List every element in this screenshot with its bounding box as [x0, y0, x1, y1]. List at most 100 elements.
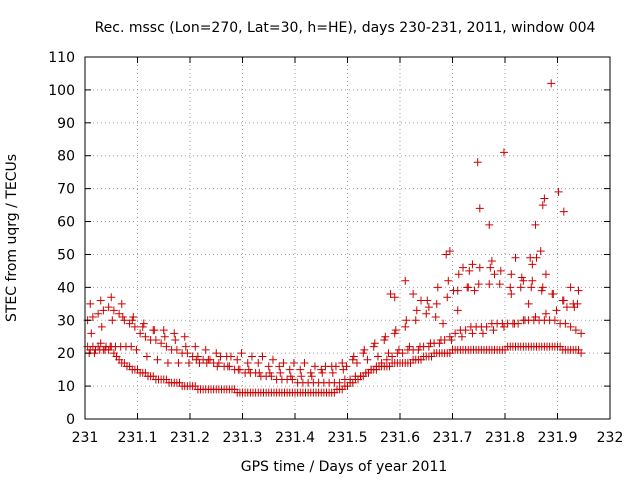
data-point — [474, 280, 483, 289]
data-point — [489, 326, 498, 335]
data-point — [141, 332, 150, 341]
data-point — [247, 352, 256, 361]
data-point — [254, 359, 263, 368]
data-point — [268, 355, 277, 364]
data-point — [352, 359, 361, 368]
y-tick-label: 110 — [48, 50, 75, 66]
data-point — [382, 355, 391, 364]
y-tick-label: 20 — [57, 346, 75, 362]
data-point — [470, 286, 479, 295]
data-point — [104, 303, 113, 312]
x-tick-label: 231.9 — [537, 430, 577, 446]
data-point — [108, 316, 117, 325]
data-point — [318, 368, 327, 377]
data-point — [172, 345, 181, 354]
data-point — [577, 349, 586, 358]
data-point — [285, 365, 294, 374]
data-point — [424, 303, 433, 312]
data-point — [212, 349, 221, 358]
data-point — [439, 319, 448, 328]
data-point — [552, 306, 561, 315]
data-point — [349, 352, 358, 361]
data-point — [151, 336, 160, 345]
y-tick-label: 70 — [57, 182, 75, 198]
data-point — [328, 368, 337, 377]
data-point — [258, 352, 267, 361]
data-point — [99, 306, 108, 315]
data-point — [384, 349, 393, 358]
data-point — [536, 247, 545, 256]
data-point — [170, 329, 179, 338]
data-point — [531, 312, 540, 321]
x-tick-label: 231.7 — [432, 430, 472, 446]
data-point — [380, 336, 389, 345]
data-point — [307, 372, 316, 381]
y-tick-label: 30 — [57, 313, 75, 329]
data-point — [520, 316, 529, 325]
data-point — [279, 359, 288, 368]
data-point — [335, 378, 344, 387]
data-point — [86, 299, 95, 308]
data-point — [506, 283, 515, 292]
data-point — [465, 266, 474, 275]
data-point — [201, 345, 210, 354]
data-point — [414, 345, 423, 354]
data-point — [541, 309, 550, 318]
data-point — [94, 309, 103, 318]
x-tick-label: 231.1 — [117, 430, 157, 446]
data-point — [549, 289, 558, 298]
data-point — [372, 362, 381, 371]
data-point — [561, 319, 570, 328]
data-point — [306, 368, 315, 377]
data-point — [184, 359, 193, 368]
data-point — [486, 263, 495, 272]
data-point — [447, 336, 456, 345]
data-point — [475, 263, 484, 272]
data-point — [449, 286, 458, 295]
data-point — [342, 362, 351, 371]
data-point — [181, 342, 190, 351]
data-point — [482, 322, 491, 331]
data-point — [370, 339, 379, 348]
data-point — [415, 342, 424, 351]
data-point — [205, 355, 214, 364]
data-point — [338, 359, 347, 368]
data-point — [527, 283, 536, 292]
data-point — [96, 296, 105, 305]
data-point — [296, 365, 305, 374]
data-point — [163, 359, 172, 368]
data-point — [300, 359, 309, 368]
data-point — [107, 293, 116, 302]
data-point — [496, 266, 505, 275]
data-point — [550, 316, 559, 325]
data-point — [97, 322, 106, 331]
data-point — [297, 372, 306, 381]
data-point — [153, 355, 162, 364]
data-point — [288, 375, 297, 384]
x-tick-label: 231.2 — [170, 430, 210, 446]
data-point — [409, 289, 418, 298]
y-tick-label: 40 — [57, 280, 75, 296]
data-point — [574, 286, 583, 295]
y-tick-label: 100 — [48, 83, 75, 99]
data-point — [255, 368, 264, 377]
data-point — [130, 322, 139, 331]
data-point — [554, 187, 563, 196]
data-point — [233, 355, 242, 364]
data-point — [495, 280, 504, 289]
data-point — [183, 349, 192, 358]
x-tick-label: 231 — [72, 430, 99, 446]
data-point — [516, 283, 525, 292]
data-point — [507, 270, 516, 279]
x-axis-label: GPS time / Days of year 2011 — [241, 459, 448, 475]
data-point — [381, 332, 390, 341]
data-point — [394, 345, 403, 354]
data-point — [87, 329, 96, 338]
data-point — [214, 359, 223, 368]
data-point — [160, 332, 169, 341]
data-point — [445, 332, 454, 341]
data-point — [391, 326, 400, 335]
data-point — [540, 194, 549, 203]
data-point — [373, 352, 382, 361]
data-point — [517, 273, 526, 282]
